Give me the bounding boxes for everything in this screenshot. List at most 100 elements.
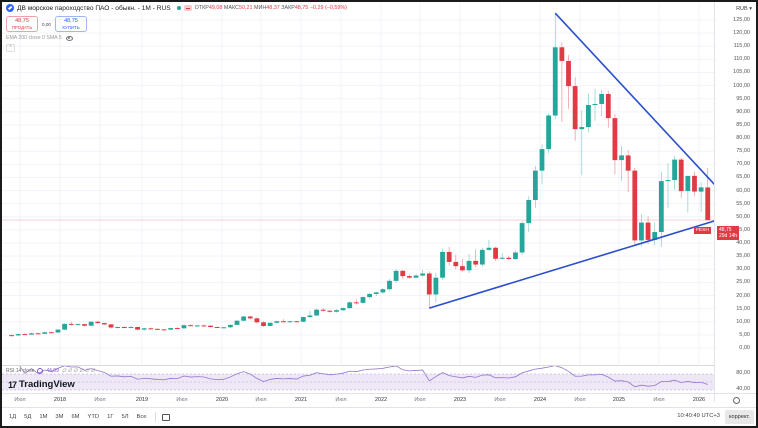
ticker-tag: FESH [694,227,711,234]
range-button[interactable]: Все [136,414,147,420]
candle [168,327,174,330]
calendar-icon[interactable] [161,413,170,421]
market-status-icon [176,6,181,10]
trendline-upper[interactable] [554,12,742,214]
adjust-button[interactable]: коррект. [725,410,754,424]
candle [592,88,598,121]
candle [526,196,532,233]
candle [559,42,565,122]
candle [148,327,154,330]
collapse-legend-button[interactable]: ⌃ [6,44,15,52]
currency-select[interactable]: RUB ▾ [736,6,752,12]
candle [413,274,419,279]
candle [373,291,379,297]
divider [154,412,156,422]
tradingview-logo[interactable]: 17 TradingView [8,379,75,390]
symbol-title[interactable]: ДВ морское пароходство ПАО - обыкн. - 1М… [17,4,171,12]
candle [426,271,432,309]
candle [479,247,485,267]
candle [692,171,697,197]
rsi-legend[interactable]: RSI 14 close 44,09 ∅ ∅ ∅ ∅ ∅ ∅ [6,368,95,374]
rsi-pane[interactable]: RSI 14 close 44,09 ∅ ∅ ∅ ∅ ∅ ∅ 17 Tradin… [2,363,714,393]
price-tick: 40,00 [736,240,750,247]
candle [572,77,578,141]
time-tick: 2018 [53,397,67,403]
price-tick: 45,00 [736,226,750,233]
candle [400,269,406,280]
candle [82,323,87,327]
time-tick: Июл [414,397,426,403]
candlestick-chart[interactable] [2,2,742,364]
candle [652,222,658,246]
time-tick: Июл [574,397,586,403]
range-button[interactable]: 6М [71,414,80,420]
candle [579,110,585,176]
rsi-tick: 80,00 [736,370,750,376]
trade-buttons: 48,75 ПРОДАТЬ 0,00 48,75 КУПИТЬ [6,16,87,32]
price-tick: 75,00 [736,148,750,155]
time-tick: 2023 [453,397,467,403]
rsi-settings-icon[interactable] [37,368,44,374]
candle [188,324,193,327]
candle [486,239,492,251]
candle [393,269,399,283]
range-selector: 1Д 5Д 1М 3М 6М YTD 1Г 5Л Все [2,414,147,420]
time-tick: 2022 [374,397,388,403]
rsi-tick: 40,00 [736,386,750,392]
candle [698,182,704,213]
eye-icon[interactable] [65,35,73,41]
price-tick: 80,00 [736,135,750,142]
candle [420,269,426,277]
price-tick: 65,00 [736,174,750,181]
candle [334,309,339,313]
time-tick: Июл [176,397,188,403]
candle [387,278,392,291]
price-axis[interactable]: RUB ▾ 125,00 120,00 115,00 110,00 105,00 100,… [714,2,756,402]
time-tick: 2026 [692,397,706,403]
candle [327,309,333,313]
candle [261,321,266,328]
indicators-legend[interactable]: EMA 200 close 0 SMA 5 [6,35,73,41]
candle [506,255,512,260]
price-tick: 20,00 [736,292,750,299]
candle [62,323,68,331]
candle [552,13,558,120]
rsi-chart [2,363,714,391]
candle [108,324,114,329]
candle [241,315,247,322]
candle [42,331,48,335]
range-button[interactable]: 5Д [24,414,32,420]
candle [300,316,306,323]
candle [460,259,465,272]
candle [48,331,54,334]
candle [22,333,28,336]
range-button[interactable]: 5Л [121,414,129,420]
price-chart-pane[interactable]: ДВ морское пароходство ПАО - обыкн. - 1М… [2,2,742,364]
time-tick: 2021 [294,397,308,403]
candle [274,320,280,324]
candle [287,320,293,323]
candle [35,332,41,335]
candle [234,320,240,326]
spread-value: 0,00 [42,21,51,27]
trendline-lower[interactable] [429,212,742,309]
range-button[interactable]: YTD [87,414,100,420]
candle [658,171,664,247]
candle [453,254,459,270]
price-tick: 120,00 [733,30,750,37]
candle [314,308,319,316]
range-button[interactable]: 1Д [9,414,17,420]
range-button[interactable]: 1Г [107,414,114,420]
range-button[interactable]: 1М [39,414,48,420]
range-button[interactable]: 3М [55,414,64,420]
buy-button[interactable]: 48,75 КУПИТЬ [54,16,87,32]
price-tick: 10,00 [736,318,750,325]
candle [320,308,326,312]
axis-settings-icon[interactable] [733,397,740,404]
candle [532,165,538,208]
time-axis[interactable]: Июл 2018 Июл 2019 Июл 2020 Июл 2021 Июл 2022 Июл 20… [2,393,756,407]
sell-button[interactable]: 48,75 ПРОДАТЬ [6,16,38,32]
price-tick: 115,00 [733,43,750,50]
price-tick: 30,00 [736,266,750,273]
candle [446,246,452,266]
